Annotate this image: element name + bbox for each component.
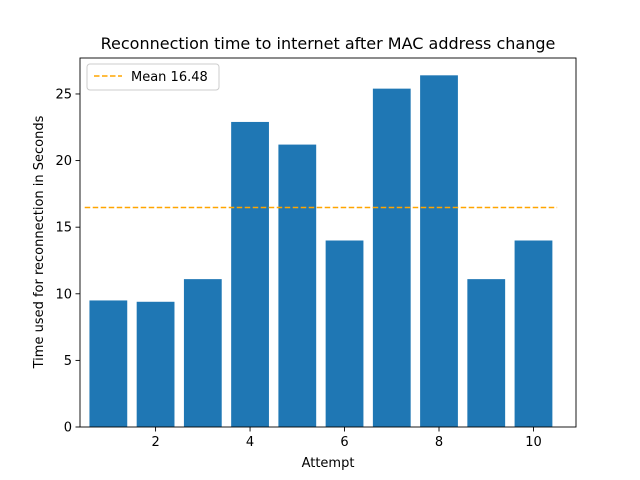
- bar-attempt-8: [420, 75, 458, 427]
- y-axis-label: Time used for reconnection in Seconds: [32, 115, 47, 369]
- x-axis-ticks: 2 4 6 8 10: [151, 427, 542, 450]
- plot-frame: [79, 57, 577, 428]
- y-tick-label: 15: [55, 221, 72, 236]
- bar-attempt-5: [278, 144, 317, 428]
- bar-attempt-7: [372, 88, 411, 428]
- x-tick-label: 6: [340, 435, 348, 450]
- y-tick-label: 5: [64, 354, 72, 369]
- bars-layer: [89, 75, 553, 428]
- bar-attempt-9: [467, 279, 506, 427]
- x-axis-label: Attempt: [302, 456, 355, 471]
- y-tick-label: 10: [55, 287, 72, 302]
- bar-attempt-10: [514, 240, 553, 427]
- legend: Mean 16.48: [86, 63, 220, 91]
- chart-title: Reconnection time to internet after MAC …: [101, 34, 556, 53]
- bar-attempt-6: [325, 240, 364, 427]
- x-tick-label: 4: [246, 435, 254, 450]
- bar-attempt-3: [183, 279, 222, 427]
- y-tick-label: 25: [55, 87, 72, 102]
- legend-box: [86, 63, 220, 91]
- x-tick-label: 10: [525, 435, 542, 450]
- legend-mean-label: Mean 16.48: [131, 70, 208, 85]
- y-tick-label: 20: [55, 154, 72, 169]
- x-tick-label: 8: [435, 435, 443, 450]
- bar-attempt-2: [136, 301, 175, 427]
- x-tick-label: 2: [151, 435, 159, 450]
- y-axis-ticks: 0 5 10 15 20 25: [55, 87, 80, 436]
- bar-attempt-4: [231, 121, 269, 428]
- y-tick-label: 0: [64, 421, 72, 436]
- bar-attempt-1: [89, 300, 128, 427]
